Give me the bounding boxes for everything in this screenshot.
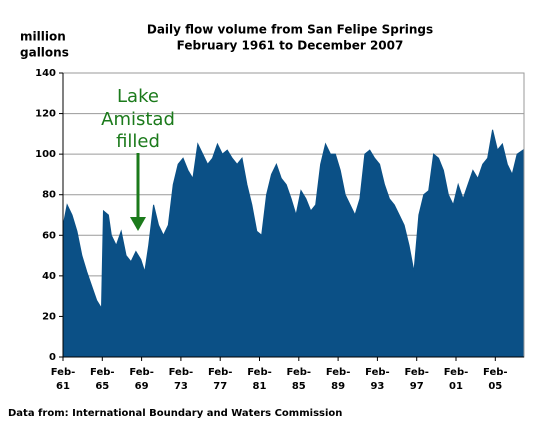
x-tick-label: Feb-73 — [169, 367, 194, 392]
y-axis-title: gallons — [20, 46, 69, 60]
x-tick-label: Feb-61 — [51, 367, 76, 392]
x-tick-label: Feb-05 — [483, 367, 508, 392]
chart-subtitle: February 1961 to December 2007 — [177, 39, 404, 53]
y-tick-label: 40 — [42, 271, 56, 282]
annotation-arrowhead — [130, 217, 146, 231]
y-tick-label: 120 — [35, 109, 56, 120]
annotation: Lake Amistad filled — [101, 86, 175, 231]
annotation-text: filled — [116, 131, 160, 152]
plot-area — [59, 72, 525, 361]
x-tick-label: Feb-01 — [444, 367, 469, 392]
y-tick-label: 0 — [49, 352, 56, 363]
y-axis-title: million — [20, 30, 66, 44]
x-tick-label: Feb-85 — [287, 367, 312, 392]
y-tick-label: 140 — [35, 68, 56, 79]
x-tick-label: Feb-89 — [326, 367, 351, 392]
x-tick-label: Feb-81 — [247, 367, 272, 392]
y-tick-label: 100 — [35, 149, 56, 160]
flow-area — [62, 129, 524, 358]
annotation-text: Lake — [117, 86, 159, 107]
x-tick-label: Feb-69 — [129, 367, 154, 392]
annotation-text: Amistad — [101, 109, 175, 130]
source-note: Data from: International Boundary and Wa… — [8, 408, 342, 419]
x-tick-label: Feb-77 — [208, 367, 233, 392]
y-tick-label: 20 — [42, 311, 56, 322]
y-tick-label: 80 — [42, 190, 56, 201]
x-tick-label: Feb-93 — [365, 367, 390, 392]
chart-title: Daily flow volume from San Felipe Spring… — [147, 23, 433, 37]
x-tick-label: Feb-65 — [90, 367, 115, 392]
y-tick-label: 60 — [42, 230, 56, 241]
x-tick-label: Feb-97 — [404, 367, 429, 392]
